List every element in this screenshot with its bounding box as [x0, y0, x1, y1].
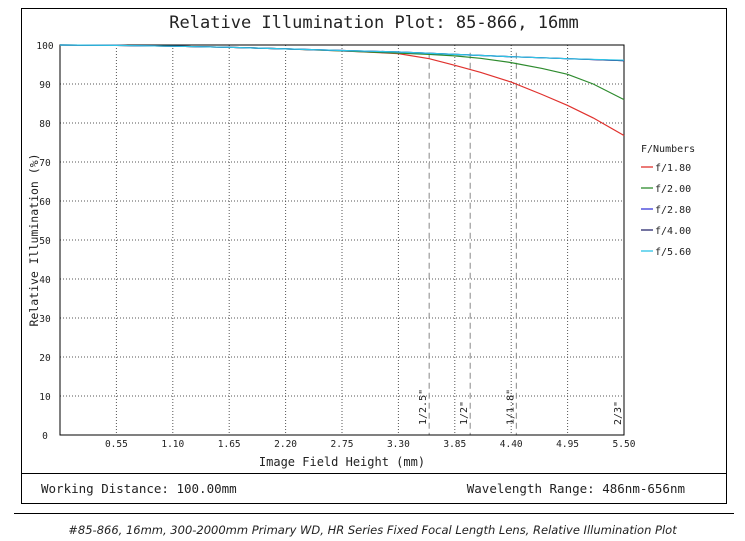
y-tick-label: 90: [39, 80, 51, 91]
x-axis-title: Image Field Height (mm): [259, 455, 425, 469]
legend-label: f/4.00: [655, 226, 691, 237]
chart-title: Relative Illumination Plot: 85-866, 16mm: [169, 13, 579, 33]
y-tick-label: 40: [39, 275, 51, 286]
y-tick-label: 60: [39, 197, 51, 208]
legend-label: f/5.60: [655, 247, 691, 258]
legend-label: f/1.80: [655, 163, 691, 174]
y-tick-label: 20: [39, 353, 51, 364]
info-row: Working Distance: 100.00mm Wavelength Ra…: [21, 473, 727, 504]
y-tick-label: 10: [39, 392, 51, 403]
plot-area-border: [59, 44, 625, 436]
sensor-marker-label: 2/3": [613, 401, 624, 425]
y-tick-label: 30: [39, 314, 51, 325]
legend-title: F/Numbers: [641, 144, 695, 155]
figure-caption: #85-866, 16mm, 300-2000mm Primary WD, HR…: [68, 523, 677, 537]
x-tick-label: 1.10: [161, 439, 184, 450]
y-tick-label: 80: [39, 119, 51, 130]
y-tick-label: 70: [39, 158, 51, 169]
x-tick-label: 4.40: [500, 439, 523, 450]
series-line: [59, 44, 625, 61]
wavelength-range: Wavelength Range: 486nm-656nm: [466, 481, 685, 496]
y-tick-label: 0: [42, 431, 48, 442]
y-axis-title: Relative Illumination (%): [27, 153, 41, 326]
x-tick-label: 2.20: [274, 439, 297, 450]
x-tick-label: 3.30: [387, 439, 410, 450]
y-tick-label: 50: [39, 236, 51, 247]
x-tick-label: 1.65: [218, 439, 241, 450]
chart-frame: Relative Illumination Plot: 85-866, 16mm: [21, 8, 727, 504]
x-tick-label: 4.95: [556, 439, 579, 450]
working-distance: Working Distance: 100.00mm: [41, 481, 237, 496]
x-tick-label: 2.75: [331, 439, 354, 450]
sensor-marker-label: 1/2": [459, 401, 470, 425]
legend-label: f/2.00: [655, 184, 691, 195]
x-tick-label: 3.85: [443, 439, 466, 450]
caption-separator: [14, 513, 734, 514]
sensor-marker-label: 1/1.8": [505, 389, 516, 425]
legend-label: f/2.80: [655, 205, 691, 216]
y-tick-label: 100: [36, 41, 53, 52]
x-tick-label: 0.55: [105, 439, 128, 450]
sensor-marker-label: 1/2.5": [418, 389, 429, 425]
x-tick-label: 5.50: [613, 439, 636, 450]
